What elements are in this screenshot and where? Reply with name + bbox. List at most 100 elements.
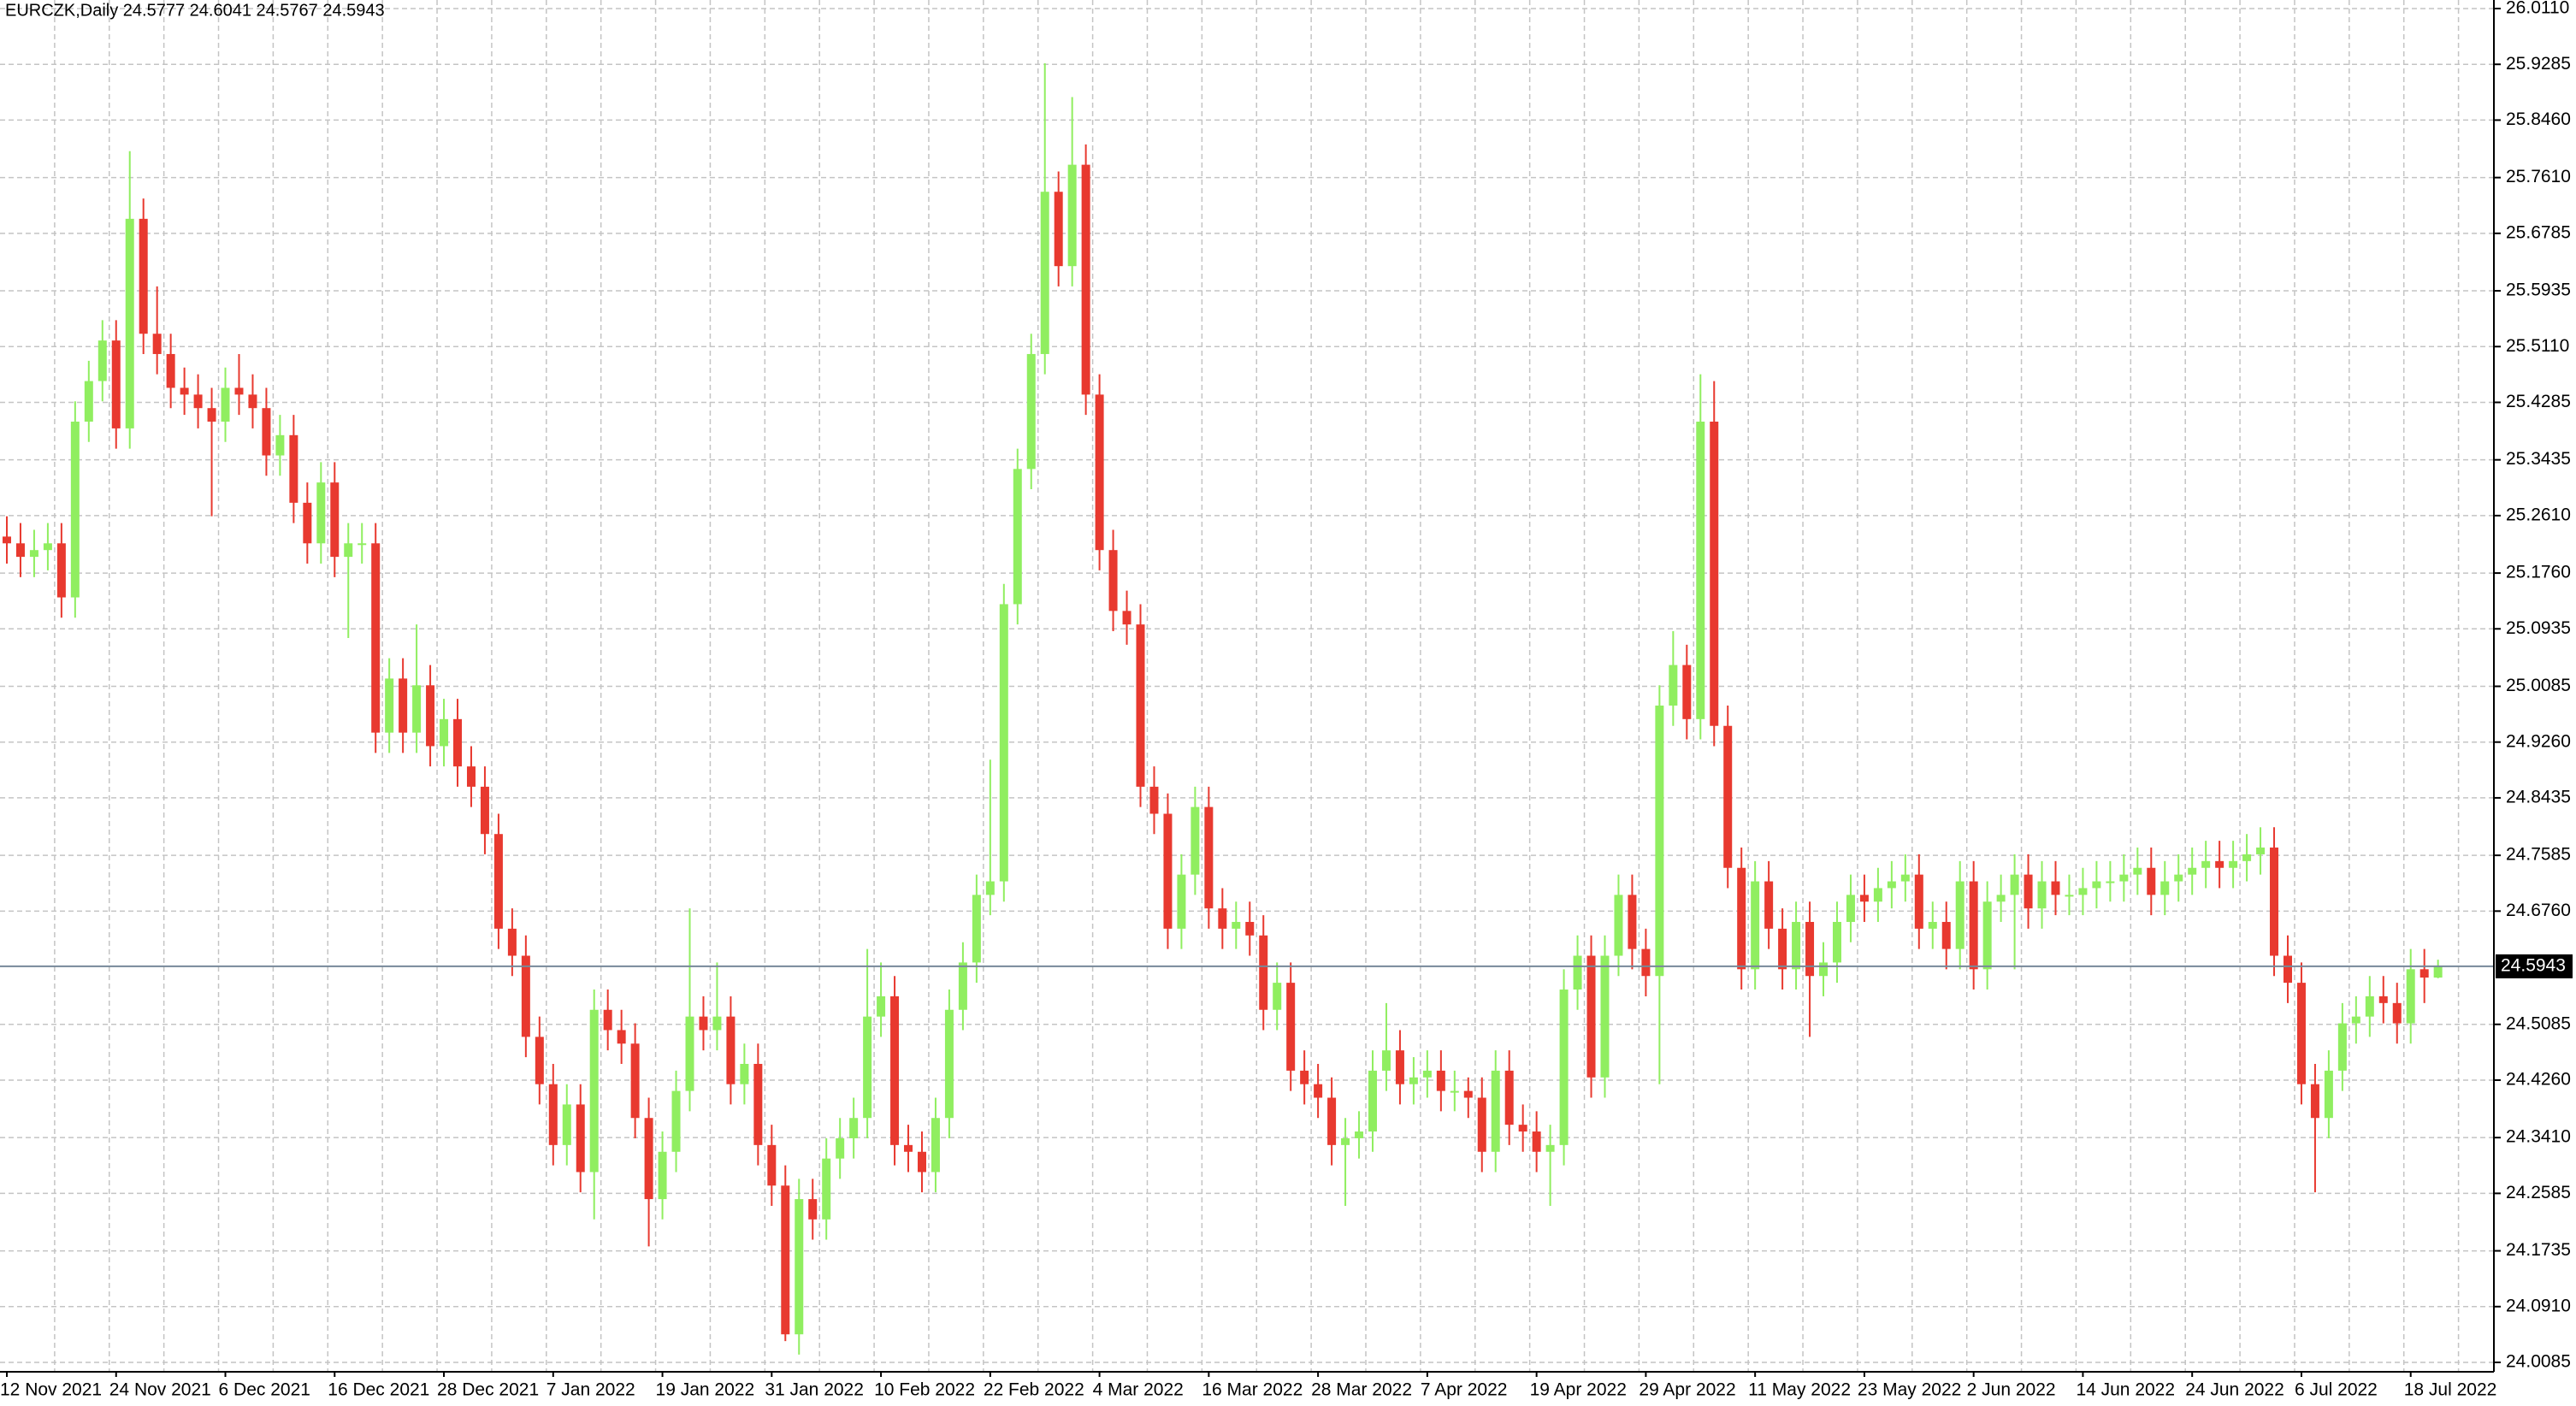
candle-body [1682, 665, 1692, 719]
y-tick-label: 25.4285 [2506, 392, 2571, 411]
x-tick-label: 29 Apr 2022 [1639, 1380, 1735, 1400]
candle-body [1628, 895, 1637, 949]
candle-body [781, 1185, 790, 1335]
candle-body [357, 543, 367, 546]
candle-body [1040, 192, 1049, 354]
candle-body [1573, 955, 1582, 990]
candle-body [1873, 888, 1882, 902]
candle-body [180, 387, 189, 395]
candle-body [1067, 164, 1077, 267]
candle-body [1751, 881, 1760, 970]
x-tick-label: 23 May 2022 [1858, 1380, 1961, 1400]
candle-body [1149, 786, 1159, 814]
candle-body [1163, 813, 1173, 929]
candle-body [863, 1016, 872, 1119]
candle-body [1286, 983, 1296, 1071]
candle-body [70, 422, 80, 598]
candle-body [1259, 935, 1268, 1010]
candle-body [426, 685, 435, 747]
candle-body [1422, 1070, 1432, 1078]
candle-body [1955, 881, 1964, 949]
candle-body [2351, 1016, 2360, 1024]
candle-body [1969, 881, 1978, 970]
candle-body [890, 995, 900, 1145]
candle-body [671, 1090, 681, 1152]
candle-body [699, 1016, 708, 1031]
candle-body [2229, 860, 2238, 868]
candle-body [1600, 955, 1610, 1078]
y-tick-label: 25.2610 [2506, 505, 2571, 524]
candle-body [1900, 874, 1910, 882]
candle-body [1832, 921, 1841, 963]
candle-body [1273, 983, 1282, 1010]
candle-body [1436, 1070, 1445, 1091]
candle-body [753, 1063, 763, 1145]
candle-body [1136, 624, 1145, 787]
candle-body [262, 408, 271, 456]
candle-body [658, 1151, 667, 1200]
candle-body [275, 434, 285, 456]
candle-body [2133, 867, 2142, 875]
candle-body [521, 955, 530, 1037]
chart-title: EURCZK,Daily 24.5777 24.6041 24.5767 24.… [5, 1, 385, 20]
candle-body [330, 482, 340, 558]
candle-body [2296, 983, 2306, 1084]
candle-body [466, 766, 476, 787]
candle-body [1026, 353, 1036, 470]
candle-body [2270, 848, 2279, 956]
candle-body [399, 678, 408, 733]
candle-body [2051, 881, 2060, 895]
candle-body [2147, 867, 2156, 895]
candle-body [2242, 854, 2252, 861]
y-tick-label: 25.0085 [2506, 676, 2571, 695]
x-tick-label: 24 Jun 2022 [2185, 1380, 2284, 1400]
price-label: 24.5943 [2501, 955, 2566, 975]
candle-body [958, 962, 967, 1010]
y-tick-label: 25.5935 [2506, 281, 2571, 300]
candle-body [43, 543, 52, 551]
x-tick-label: 14 Jun 2022 [2076, 1380, 2175, 1400]
x-tick-label: 7 Apr 2022 [1421, 1380, 1508, 1400]
candle-body [2092, 881, 2101, 889]
candle-body [1504, 1070, 1514, 1125]
candle-body [1409, 1077, 1418, 1084]
candle-body [1463, 1090, 1473, 1098]
candle-body [877, 995, 886, 1017]
candle-body [576, 1104, 585, 1173]
x-tick-label: 28 Mar 2022 [1311, 1380, 1412, 1400]
x-tick-label: 4 Mar 2022 [1093, 1380, 1184, 1400]
candle-body [166, 353, 175, 388]
candle-body [29, 550, 38, 558]
candle-body [125, 218, 134, 428]
candle-body [795, 1199, 804, 1335]
candle-body [234, 387, 244, 395]
candle-body [535, 1037, 544, 1084]
y-tick-label: 24.1735 [2506, 1240, 2571, 1260]
x-tick-label: 31 Jan 2022 [765, 1380, 864, 1400]
candle-body [1614, 895, 1623, 956]
y-tick-label: 24.0085 [2506, 1352, 2571, 1372]
x-tick-label: 16 Mar 2022 [1202, 1380, 1303, 1400]
candle-body [685, 1016, 694, 1091]
y-tick-label: 24.2585 [2506, 1183, 2571, 1202]
candle-body [1095, 394, 1104, 551]
candle-body [1764, 881, 1774, 929]
y-tick-label: 24.9260 [2506, 731, 2571, 751]
candle-body [1655, 706, 1664, 977]
candle-body [2337, 1023, 2347, 1071]
candle-body [904, 1144, 913, 1152]
candle-body [1928, 921, 1937, 929]
candle-body [1177, 874, 1186, 929]
x-tick-label: 12 Nov 2021 [0, 1380, 102, 1400]
candle-body [97, 340, 107, 381]
candle-body [548, 1084, 558, 1145]
candle-body [2310, 1084, 2319, 1119]
candle-body [2010, 874, 2019, 895]
y-tick-label: 25.1760 [2506, 563, 2571, 582]
candle-body [1327, 1097, 1337, 1145]
candle-body [493, 834, 503, 929]
candle-body [1710, 422, 1719, 726]
candle-body [617, 1030, 626, 1044]
